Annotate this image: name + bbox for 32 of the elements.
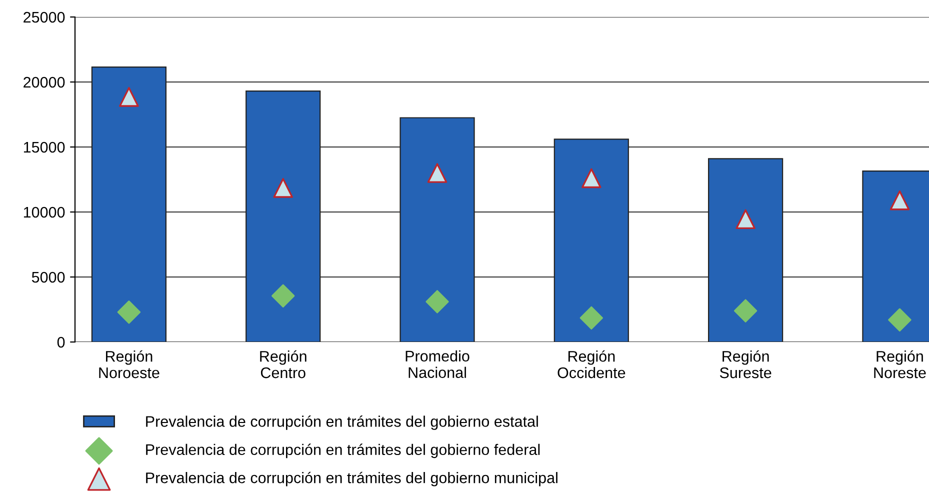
x-tick-label: Región Noroeste	[99, 350, 160, 378]
point	[272, 284, 295, 308]
point	[426, 290, 449, 314]
bar	[246, 90, 321, 342]
point	[273, 178, 293, 198]
point	[117, 300, 141, 324]
x-tick-label: Promedio Nacional	[406, 350, 470, 378]
point	[736, 209, 756, 230]
point	[427, 163, 448, 183]
legend-label: Prevalencia de corrupción en trámites del gobierno municipal	[146, 472, 558, 486]
y-tick-label: 25000	[24, 12, 65, 23]
point	[580, 306, 603, 330]
bar	[400, 117, 475, 342]
point	[119, 87, 139, 107]
y-tick-label: 10000	[24, 206, 65, 218]
y-tick-label: 0	[57, 336, 65, 348]
x-tick-label: Región Noreste	[874, 350, 926, 378]
x-tick-label: Región Centro	[260, 350, 306, 378]
bar	[91, 66, 167, 342]
legend-label: Prevalencia de corrupción en trámites del gobierno estatal	[146, 415, 538, 430]
x-tick-label: Región Occidente	[558, 350, 626, 378]
y-tick-label: 5000	[32, 272, 65, 283]
point	[888, 308, 912, 332]
bar	[554, 138, 629, 342]
point	[582, 168, 602, 188]
x-tick-label: Región Sureste	[720, 350, 772, 378]
legend-label: Prevalencia de corrupción en trámites del gobierno federal	[146, 444, 540, 458]
y-tick-label: 15000	[24, 142, 65, 153]
y-tick-label: 20000	[24, 76, 65, 88]
point	[734, 299, 758, 322]
bar	[708, 158, 784, 342]
point	[890, 190, 910, 210]
